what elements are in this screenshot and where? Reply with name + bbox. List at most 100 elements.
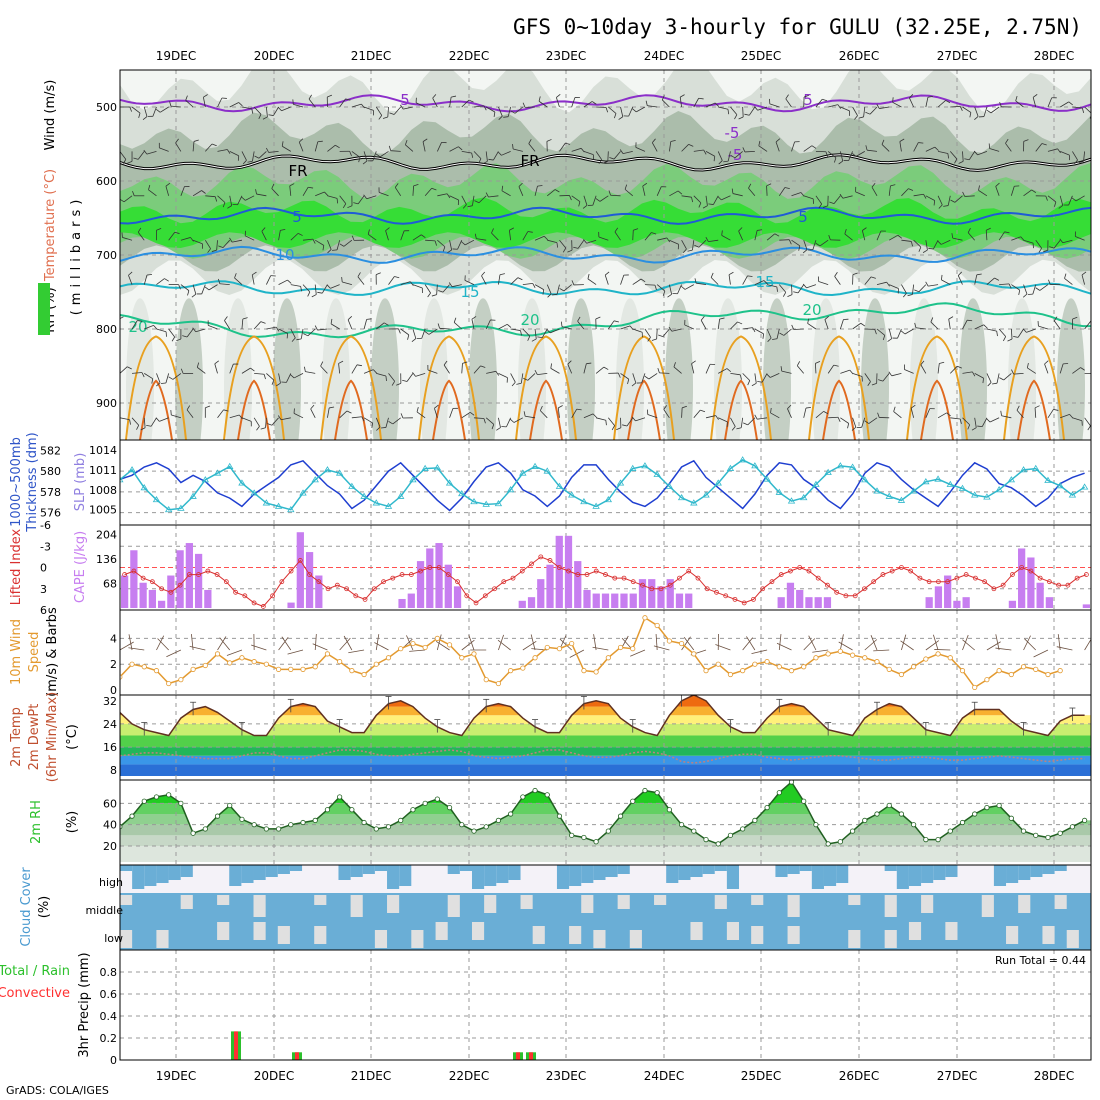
wind-barb xyxy=(286,373,292,383)
wind-barb xyxy=(290,284,301,287)
wind-barb-flag xyxy=(342,203,347,209)
wind-barb xyxy=(518,186,524,196)
wind-barb-flag xyxy=(308,186,314,189)
wind-barb xyxy=(320,365,328,374)
wind-barb-flag xyxy=(624,184,628,190)
wind-barb-flag xyxy=(954,158,958,164)
wind10-line-marker xyxy=(459,655,465,661)
wind-barb-flag xyxy=(187,290,190,296)
wind-barb xyxy=(457,240,463,250)
wind-barb xyxy=(614,231,621,241)
wind-barb-flag xyxy=(552,293,558,296)
wind-barb-flag xyxy=(971,427,977,431)
wind-barb xyxy=(710,277,719,285)
slp-line-marker xyxy=(494,499,503,507)
wind-barb xyxy=(730,321,738,330)
wind10-line-marker xyxy=(1045,671,1051,678)
wind-barb xyxy=(705,415,716,419)
cloud-mid-gap xyxy=(617,895,630,909)
wind10-line-marker xyxy=(849,652,856,658)
cloud-low-gap xyxy=(751,926,764,944)
li-marker xyxy=(584,572,590,577)
cape-bar xyxy=(611,593,619,608)
wind-barb xyxy=(669,239,679,245)
wind-barb xyxy=(852,322,861,330)
wind-barb-flag xyxy=(957,365,962,369)
wind-barb-flag xyxy=(694,278,697,284)
wind-barb xyxy=(547,239,558,244)
cloud-low-gap xyxy=(314,926,327,944)
slp-line-marker xyxy=(421,464,429,471)
wind10-barb xyxy=(1033,649,1049,658)
wind-barb xyxy=(949,151,958,160)
wind-barb xyxy=(974,106,979,117)
wind10-line-marker xyxy=(862,655,868,661)
wind-barb-flag xyxy=(239,414,243,420)
li-marker xyxy=(732,596,738,602)
wind-barb xyxy=(556,97,560,108)
wind-barb xyxy=(302,284,311,293)
cloud-low-gap xyxy=(848,930,861,948)
wind10-line-marker xyxy=(410,640,416,647)
wind-barb xyxy=(327,407,330,418)
wind-barb xyxy=(949,365,958,374)
wind-barb-flag xyxy=(967,228,971,233)
wind-barb xyxy=(705,102,716,108)
wind-barb xyxy=(343,239,353,247)
wind10-barb xyxy=(995,634,1000,651)
li-marker xyxy=(1074,575,1080,581)
wind-barb xyxy=(620,373,629,380)
isotherm-30-arc xyxy=(237,379,271,440)
li-marker xyxy=(825,582,830,588)
wind-barb xyxy=(271,417,279,426)
wind-barb xyxy=(888,185,891,196)
wind-barb-flag xyxy=(959,418,962,424)
slp-line-marker xyxy=(885,492,893,499)
wind-barb-flag xyxy=(509,227,514,231)
wind-barb xyxy=(315,191,325,197)
wind-barb xyxy=(534,284,544,290)
wind-barb xyxy=(583,195,588,206)
wind-barb-flag xyxy=(496,427,501,431)
li-marker xyxy=(455,579,460,585)
wind10-barb xyxy=(986,641,1001,651)
wind-barb xyxy=(742,373,751,381)
rh2m-line-marker xyxy=(178,800,184,806)
wind-barb xyxy=(791,141,795,152)
wind10-line-marker xyxy=(764,659,770,665)
wind-barb xyxy=(986,277,995,285)
wind10-barb xyxy=(653,645,670,651)
rh2m-line-marker xyxy=(752,817,758,824)
cape-bar xyxy=(148,589,156,608)
wind-barb xyxy=(891,373,902,377)
cloud-low-gap xyxy=(1042,926,1055,944)
cloud-low-label: low xyxy=(104,932,123,945)
cloud-high-bar xyxy=(289,865,303,871)
cloud-high-label: high xyxy=(99,876,123,889)
cape-bar xyxy=(962,597,970,608)
wind-barb xyxy=(498,323,508,330)
wind-barb xyxy=(293,104,304,108)
wind-barb-flag xyxy=(382,116,388,119)
wind-barb xyxy=(416,411,426,419)
wind-barb-flag xyxy=(691,197,694,203)
wind-barb xyxy=(901,284,907,294)
wind-barb-flag xyxy=(666,237,671,243)
wind-barb xyxy=(892,101,902,108)
isotherm-25-arc xyxy=(710,335,772,440)
wind-barb-flag xyxy=(281,141,284,147)
wind10-barb xyxy=(742,637,754,651)
slp-line-marker xyxy=(665,482,674,489)
wind-barb xyxy=(1038,325,1049,330)
cloud-high-bar xyxy=(253,865,266,880)
wind-barb xyxy=(974,417,977,428)
y-tick-label: 4 xyxy=(110,632,117,645)
rh-band xyxy=(120,803,1091,814)
wind-barb-flag xyxy=(667,294,672,298)
rh2m-line-marker xyxy=(874,811,880,817)
wind-barb-flag xyxy=(201,190,206,194)
wind-barb xyxy=(861,417,866,428)
wind-barb xyxy=(486,370,497,374)
wind-barb-flag xyxy=(933,200,936,206)
